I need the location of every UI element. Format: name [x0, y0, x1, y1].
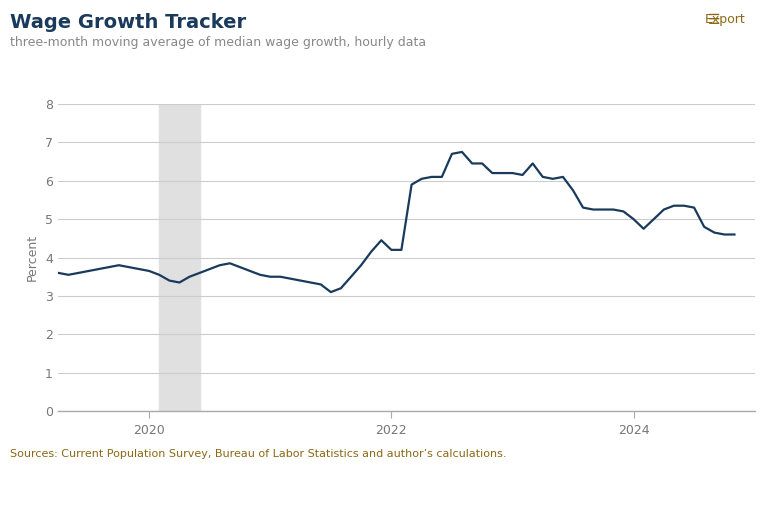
- Y-axis label: Percent: Percent: [26, 234, 39, 281]
- Text: Federal Reserve Bank of: Federal Reserve Bank of: [33, 482, 286, 500]
- Text: three-month moving average of median wage growth, hourly data: three-month moving average of median wag…: [10, 36, 426, 49]
- Text: Export: Export: [705, 13, 745, 26]
- Text: Atlanta: Atlanta: [276, 482, 350, 500]
- Text: Sources: Current Population Survey, Bureau of Labor Statistics and author’s calc: Sources: Current Population Survey, Bure…: [10, 449, 506, 459]
- Text: ☘: ☘: [4, 481, 24, 501]
- Bar: [159, 104, 200, 411]
- Text: ☰: ☰: [708, 13, 720, 27]
- Text: Wage Growth Tracker: Wage Growth Tracker: [10, 13, 247, 32]
